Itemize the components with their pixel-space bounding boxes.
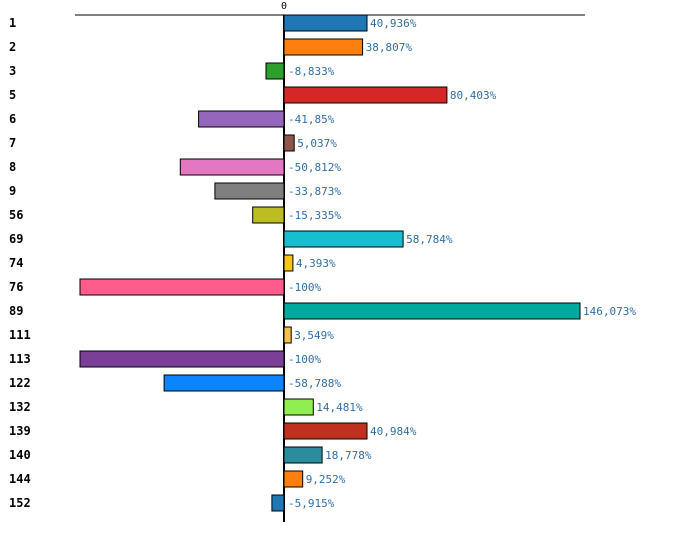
bar-69 — [283, 230, 404, 248]
bar-152 — [271, 494, 285, 512]
bar-132 — [283, 398, 314, 416]
category-label-9: 9 — [9, 184, 16, 198]
value-label-152: -5,915% — [288, 497, 335, 510]
bar-113 — [79, 350, 285, 368]
value-label-76: -100% — [288, 281, 321, 294]
bar-8 — [179, 158, 285, 176]
value-label-89: 146,073% — [583, 305, 636, 318]
category-label-2: 2 — [9, 40, 16, 54]
value-label-2: 38,807% — [366, 41, 413, 54]
category-label-76: 76 — [9, 280, 23, 294]
value-label-144: 9,252% — [306, 473, 346, 486]
bar-56 — [252, 206, 285, 224]
bar-2 — [283, 38, 364, 56]
value-label-140: 18,778% — [325, 449, 372, 462]
value-label-3: -8,833% — [288, 65, 335, 78]
value-label-1: 40,936% — [370, 17, 417, 30]
category-label-89: 89 — [9, 304, 23, 318]
category-label-6: 6 — [9, 112, 16, 126]
category-label-8: 8 — [9, 160, 16, 174]
value-label-139: 40,984% — [370, 425, 417, 438]
bar-140 — [283, 446, 323, 464]
bar-144 — [283, 470, 304, 488]
bar-89 — [283, 302, 581, 320]
category-label-139: 139 — [9, 424, 31, 438]
bar-1 — [283, 14, 368, 32]
bar-111 — [283, 326, 292, 344]
category-label-3: 3 — [9, 64, 16, 78]
value-label-5: 80,403% — [450, 89, 497, 102]
category-label-7: 7 — [9, 136, 16, 150]
category-label-113: 113 — [9, 352, 31, 366]
category-label-56: 56 — [9, 208, 23, 222]
bar-7 — [283, 134, 295, 152]
bar-3 — [265, 62, 285, 80]
value-label-7: 5,037% — [297, 137, 337, 150]
category-label-152: 152 — [9, 496, 31, 510]
value-label-74: 4,393% — [296, 257, 336, 270]
bar-5 — [283, 86, 448, 104]
bar-76 — [79, 278, 285, 296]
bars-group — [79, 14, 581, 512]
value-label-9: -33,873% — [288, 185, 341, 198]
category-label-5: 5 — [9, 88, 16, 102]
value-label-8: -50,812% — [288, 161, 341, 174]
category-label-111: 111 — [9, 328, 31, 342]
category-label-122: 122 — [9, 376, 31, 390]
category-label-140: 140 — [9, 448, 31, 462]
value-label-132: 14,481% — [316, 401, 363, 414]
category-label-132: 132 — [9, 400, 31, 414]
value-label-56: -15,335% — [288, 209, 341, 222]
zero-tick-label: 0 — [281, 1, 287, 12]
bar-6 — [198, 110, 285, 128]
value-label-113: -100% — [288, 353, 321, 366]
category-label-1: 1 — [9, 16, 16, 30]
category-label-69: 69 — [9, 232, 23, 246]
value-labels-group: 40,936% 38,807% -8,833% 80,403% -41,85% 5,037… — [288, 17, 636, 510]
category-labels-group: 1235678956697476891111131221321391401441… — [9, 16, 31, 510]
bar-139 — [283, 422, 368, 440]
bar-74 — [283, 254, 294, 272]
category-label-144: 144 — [9, 472, 31, 486]
value-label-111: 3,549% — [294, 329, 334, 342]
bar-122 — [163, 374, 285, 392]
bar-9 — [214, 182, 285, 200]
value-label-6: -41,85% — [288, 113, 335, 126]
category-label-74: 74 — [9, 256, 23, 270]
value-label-122: -58,788% — [288, 377, 341, 390]
value-label-69: 58,784% — [406, 233, 453, 246]
